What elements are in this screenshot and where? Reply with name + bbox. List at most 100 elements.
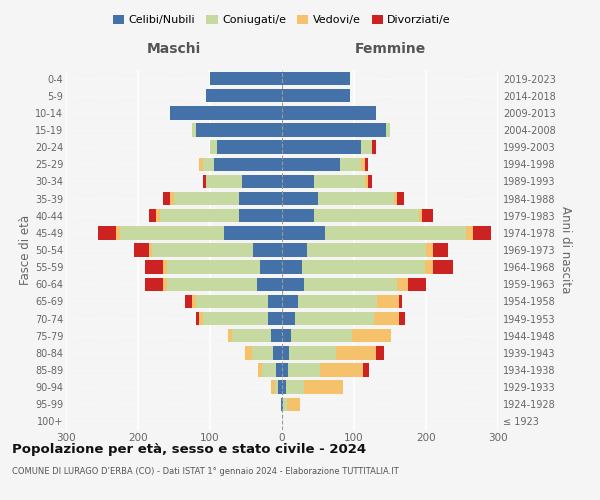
Bar bbox=[473, 226, 491, 239]
Bar bbox=[282, 260, 302, 274]
Bar bbox=[340, 158, 361, 171]
Bar bbox=[426, 244, 433, 256]
Bar bbox=[286, 380, 304, 394]
Bar bbox=[275, 380, 278, 394]
Bar bbox=[281, 398, 282, 411]
Bar bbox=[163, 278, 167, 291]
Bar bbox=[268, 294, 282, 308]
Bar bbox=[433, 244, 448, 256]
Bar bbox=[282, 209, 314, 222]
Bar bbox=[252, 346, 274, 360]
Legend: Celibi/Nubili, Coniugati/e, Vedovi/e, Divorziati/e: Celibi/Nubili, Coniugati/e, Vedovi/e, Di… bbox=[109, 10, 455, 30]
Bar bbox=[170, 106, 282, 120]
Bar bbox=[271, 329, 282, 342]
Bar bbox=[239, 209, 282, 222]
Bar bbox=[295, 312, 374, 326]
Bar bbox=[282, 364, 288, 376]
Text: Maschi: Maschi bbox=[147, 42, 201, 56]
Bar bbox=[203, 158, 214, 171]
Bar bbox=[98, 226, 116, 239]
Bar bbox=[288, 364, 320, 376]
Bar bbox=[314, 209, 419, 222]
Bar bbox=[290, 329, 352, 342]
Bar bbox=[206, 89, 282, 102]
Bar bbox=[282, 346, 289, 360]
Bar bbox=[262, 364, 276, 376]
Bar bbox=[276, 364, 282, 376]
Bar bbox=[282, 174, 314, 188]
Bar bbox=[268, 312, 282, 326]
Bar bbox=[170, 192, 174, 205]
Bar bbox=[282, 398, 283, 411]
Bar bbox=[282, 278, 304, 291]
Bar bbox=[365, 174, 368, 188]
Bar bbox=[203, 312, 268, 326]
Bar bbox=[260, 260, 282, 274]
Bar bbox=[374, 312, 400, 326]
Bar bbox=[289, 346, 336, 360]
Bar bbox=[116, 226, 120, 239]
Text: Femmine: Femmine bbox=[355, 42, 425, 56]
Text: Popolazione per età, sesso e stato civile - 2024: Popolazione per età, sesso e stato civil… bbox=[12, 442, 366, 456]
Bar bbox=[258, 364, 262, 376]
Bar bbox=[397, 192, 404, 205]
Bar bbox=[134, 244, 149, 256]
Bar bbox=[282, 294, 298, 308]
Bar bbox=[278, 380, 282, 394]
Bar bbox=[282, 140, 361, 154]
Bar bbox=[210, 140, 217, 154]
Bar bbox=[210, 72, 282, 86]
Bar bbox=[304, 278, 397, 291]
Bar bbox=[253, 244, 282, 256]
Bar bbox=[257, 278, 282, 291]
Bar bbox=[282, 329, 290, 342]
Bar bbox=[398, 294, 402, 308]
Bar bbox=[361, 158, 365, 171]
Bar bbox=[282, 226, 325, 239]
Bar bbox=[408, 278, 426, 291]
Bar bbox=[152, 244, 253, 256]
Bar bbox=[422, 209, 433, 222]
Bar bbox=[433, 260, 454, 274]
Bar bbox=[325, 226, 466, 239]
Bar bbox=[160, 209, 239, 222]
Bar bbox=[167, 260, 260, 274]
Bar bbox=[282, 192, 318, 205]
Bar bbox=[282, 244, 307, 256]
Bar bbox=[419, 209, 422, 222]
Bar bbox=[282, 124, 386, 136]
Bar bbox=[228, 329, 232, 342]
Bar bbox=[282, 312, 295, 326]
Bar bbox=[196, 312, 199, 326]
Bar bbox=[120, 226, 224, 239]
Bar bbox=[394, 192, 397, 205]
Bar bbox=[192, 124, 196, 136]
Bar bbox=[318, 192, 394, 205]
Bar bbox=[239, 192, 282, 205]
Bar bbox=[271, 380, 275, 394]
Bar bbox=[145, 278, 163, 291]
Bar bbox=[245, 346, 252, 360]
Bar bbox=[242, 174, 282, 188]
Bar bbox=[336, 346, 376, 360]
Bar bbox=[196, 294, 268, 308]
Bar bbox=[185, 294, 192, 308]
Bar bbox=[217, 140, 282, 154]
Bar bbox=[314, 174, 365, 188]
Bar bbox=[196, 124, 282, 136]
Bar bbox=[232, 329, 271, 342]
Bar bbox=[372, 140, 376, 154]
Bar bbox=[282, 72, 350, 86]
Bar bbox=[283, 398, 287, 411]
Bar bbox=[282, 89, 350, 102]
Bar bbox=[145, 260, 163, 274]
Bar bbox=[364, 364, 369, 376]
Bar bbox=[163, 260, 167, 274]
Bar bbox=[149, 209, 156, 222]
Bar bbox=[199, 312, 203, 326]
Bar bbox=[274, 346, 282, 360]
Bar bbox=[376, 346, 384, 360]
Bar bbox=[361, 140, 372, 154]
Bar bbox=[192, 294, 196, 308]
Bar bbox=[377, 294, 398, 308]
